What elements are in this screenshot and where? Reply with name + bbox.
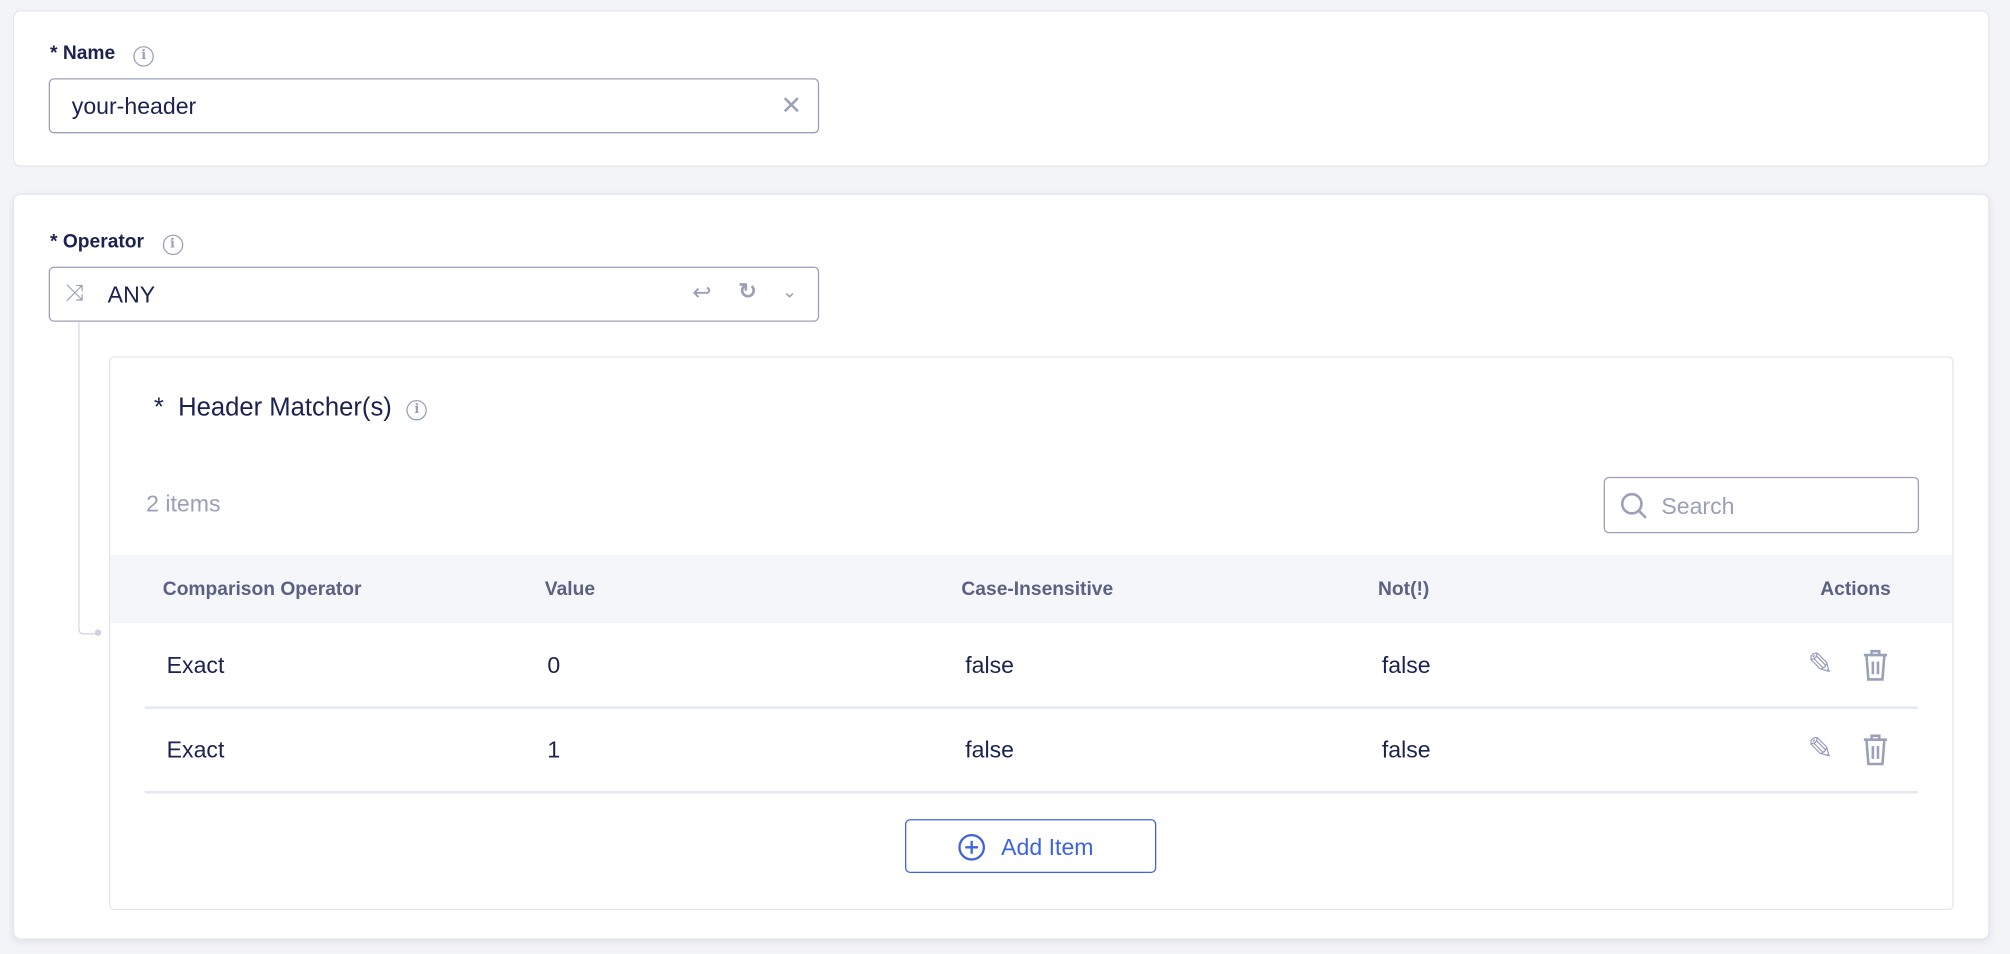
- cell-operator: Exact: [166, 652, 225, 679]
- table-row: Exact 0 false false ✎: [144, 623, 1918, 709]
- required-mark: *: [49, 230, 58, 253]
- header-matchers-title-text: Header Matcher(s): [178, 393, 392, 422]
- name-input-value: your-header: [71, 93, 197, 120]
- close-icon[interactable]: ✕: [780, 92, 803, 121]
- table-header: Comparison Operator Value Case-Insensiti…: [110, 555, 1953, 624]
- table-row: Exact 1 false false ✎: [144, 708, 1918, 794]
- edit-icon[interactable]: ✎: [1807, 731, 1834, 767]
- column-header[interactable]: Not(!): [1378, 578, 1430, 600]
- add-item-button[interactable]: Add Item: [905, 819, 1157, 873]
- required-mark: *: [49, 42, 58, 65]
- cell-value: 0: [547, 652, 561, 679]
- return-icon[interactable]: ↩: [692, 279, 712, 306]
- plus-circle-icon: [958, 834, 986, 861]
- required-mark: *: [153, 393, 164, 422]
- name-input[interactable]: your-header ✕: [48, 78, 820, 134]
- cell-value: 1: [547, 737, 561, 763]
- search-icon: [1620, 492, 1647, 519]
- column-header[interactable]: Comparison Operator: [162, 578, 362, 600]
- operator-label-text: Operator: [62, 230, 145, 253]
- operator-value: ANY: [107, 282, 156, 308]
- edit-icon[interactable]: ✎: [1807, 647, 1834, 682]
- header-matchers-card: * Header Matcher(s) i 2 items Search Com…: [108, 356, 1954, 911]
- cell-not: false: [1381, 652, 1431, 679]
- cell-case-insensitive: false: [965, 652, 1015, 679]
- cell-case-insensitive: false: [965, 737, 1015, 763]
- cell-not: false: [1381, 737, 1431, 763]
- name-label: * Name i: [49, 42, 154, 67]
- column-header: Actions: [1820, 578, 1891, 600]
- column-header[interactable]: Value: [544, 578, 596, 600]
- name-label-text: Name: [62, 42, 116, 65]
- operator-card: * Operator i ⤨ ANY ↩ ↻ ⌄ * Header Matche…: [12, 193, 1990, 940]
- info-icon[interactable]: i: [162, 234, 183, 256]
- tree-connector: [78, 321, 98, 635]
- operator-label: * Operator i: [49, 230, 183, 256]
- shuffle-icon: ⤨: [65, 279, 84, 306]
- operator-select[interactable]: ⤨ ANY ↩ ↻ ⌄: [48, 266, 820, 322]
- info-icon[interactable]: i: [133, 46, 154, 67]
- column-header[interactable]: Case-Insensitive: [961, 578, 1114, 600]
- refresh-icon[interactable]: ↻: [738, 279, 757, 304]
- chevron-down-icon[interactable]: ⌄: [781, 280, 798, 302]
- trash-icon[interactable]: [1861, 733, 1889, 766]
- search-input[interactable]: Search: [1603, 476, 1920, 534]
- trash-icon[interactable]: [1861, 649, 1889, 682]
- add-item-label: Add Item: [1001, 834, 1094, 861]
- search-placeholder: Search: [1661, 493, 1735, 520]
- info-icon[interactable]: i: [406, 399, 428, 421]
- cell-operator: Exact: [166, 737, 225, 763]
- header-matchers-title: * Header Matcher(s) i: [153, 393, 428, 423]
- name-card: * Name i your-header ✕: [12, 10, 1990, 167]
- tree-dot: [94, 629, 102, 636]
- items-count: 2 items: [146, 490, 221, 517]
